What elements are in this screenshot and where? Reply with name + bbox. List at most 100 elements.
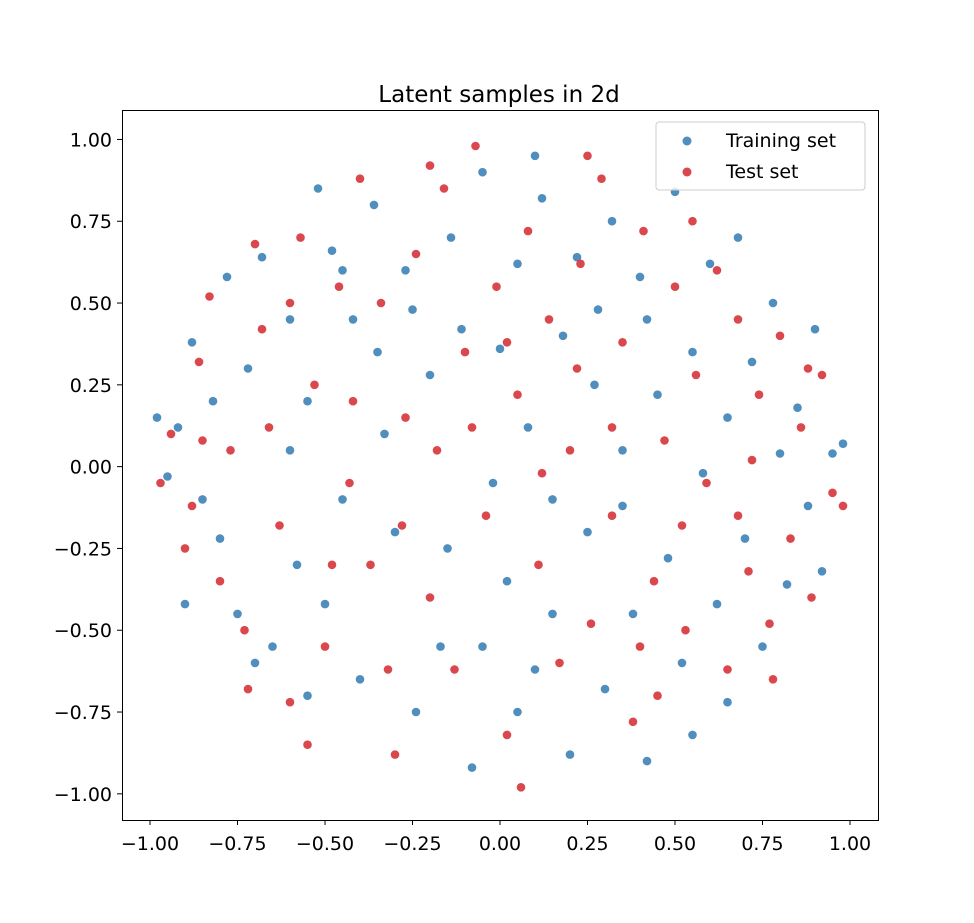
training-point bbox=[688, 730, 697, 740]
x-tick-label: −0.25 bbox=[383, 833, 441, 855]
test-point bbox=[310, 380, 319, 390]
training-point bbox=[303, 396, 312, 406]
training-point bbox=[488, 478, 498, 488]
training-point bbox=[607, 216, 617, 226]
training-point bbox=[530, 151, 540, 161]
legend-box bbox=[655, 121, 866, 191]
training-point bbox=[467, 763, 477, 772]
test-point bbox=[807, 593, 816, 602]
test-point bbox=[534, 560, 543, 570]
training-point bbox=[478, 167, 487, 177]
training-point bbox=[733, 233, 743, 242]
test-point bbox=[544, 315, 554, 324]
training-point bbox=[285, 315, 295, 324]
test-point bbox=[649, 576, 659, 586]
test-point bbox=[285, 697, 295, 707]
training-point bbox=[828, 449, 837, 458]
test-point bbox=[481, 511, 491, 520]
test-point bbox=[635, 642, 645, 651]
plot-frame bbox=[122, 110, 879, 821]
test-point bbox=[264, 423, 274, 432]
test-point bbox=[439, 184, 449, 193]
test-point bbox=[180, 544, 190, 553]
training-point bbox=[355, 675, 365, 684]
y-tick-label: 0.00 bbox=[70, 457, 112, 479]
training-point bbox=[243, 364, 253, 373]
test-point bbox=[296, 233, 305, 242]
test-point bbox=[838, 501, 848, 511]
test-point bbox=[586, 619, 596, 628]
training-point bbox=[495, 344, 505, 354]
training-point bbox=[292, 560, 302, 570]
test-point bbox=[390, 750, 400, 759]
y-tick-label: −1.00 bbox=[54, 784, 112, 806]
training-point bbox=[457, 324, 466, 334]
test-point bbox=[411, 249, 421, 259]
test-point bbox=[607, 423, 617, 432]
test-point bbox=[198, 436, 207, 445]
test-point bbox=[628, 717, 638, 727]
training-point bbox=[222, 272, 232, 282]
x-tick-label: 0.00 bbox=[479, 833, 521, 855]
legend-marker-test bbox=[682, 167, 692, 177]
test-point bbox=[817, 370, 827, 380]
test-point bbox=[803, 364, 813, 373]
test-point bbox=[768, 675, 778, 684]
training-point bbox=[618, 501, 627, 511]
training-point bbox=[747, 357, 757, 367]
test-point bbox=[492, 282, 501, 292]
y-tick-label: 0.50 bbox=[70, 293, 112, 315]
test-point bbox=[653, 691, 662, 700]
test-point bbox=[786, 534, 795, 543]
training-point bbox=[572, 252, 582, 262]
training-point bbox=[208, 396, 218, 406]
training-point bbox=[163, 472, 172, 481]
test-point bbox=[450, 665, 459, 674]
training-point bbox=[782, 580, 792, 589]
y-tick-label: 0.25 bbox=[70, 375, 112, 397]
training-point bbox=[590, 380, 599, 390]
test-point bbox=[355, 174, 365, 183]
test-point bbox=[639, 226, 648, 236]
test-point bbox=[471, 141, 480, 151]
training-point bbox=[373, 347, 382, 357]
test-point bbox=[723, 665, 732, 674]
legend-label-training: Training set bbox=[725, 130, 836, 152]
test-point bbox=[733, 511, 743, 520]
training-point bbox=[688, 347, 697, 357]
legend: Training set Test set bbox=[655, 121, 866, 191]
test-point bbox=[401, 413, 410, 422]
chart-title: Latent samples in 2d bbox=[378, 82, 619, 108]
test-point bbox=[187, 501, 197, 511]
legend-label-test: Test set bbox=[725, 161, 799, 183]
training-point bbox=[401, 266, 410, 275]
test-point bbox=[467, 423, 477, 432]
training-point bbox=[677, 658, 687, 668]
training-point bbox=[250, 658, 260, 668]
training-point bbox=[215, 534, 225, 543]
training-point bbox=[723, 697, 732, 707]
test-point bbox=[285, 298, 295, 308]
training-point bbox=[663, 553, 673, 563]
training-point bbox=[530, 665, 540, 674]
test-point bbox=[618, 338, 627, 347]
training-point bbox=[233, 609, 242, 619]
training-point bbox=[793, 403, 802, 413]
test-point bbox=[565, 446, 575, 455]
test-point bbox=[744, 567, 753, 576]
training-point bbox=[548, 495, 557, 504]
test-point bbox=[334, 282, 344, 292]
test-point bbox=[796, 423, 806, 432]
test-point bbox=[607, 511, 617, 520]
y-tick-label: 1.00 bbox=[70, 129, 112, 151]
training-point bbox=[268, 642, 277, 651]
test-point bbox=[702, 478, 711, 488]
test-point bbox=[348, 396, 358, 406]
training-point bbox=[478, 642, 487, 651]
x-tick-label: −1.00 bbox=[121, 833, 179, 855]
x-axis: −1.00 −0.75 −0.50 −0.25 0.00 0.25 0.50 0.75 1.00 bbox=[121, 820, 871, 855]
test-point bbox=[583, 151, 592, 161]
test-point bbox=[425, 593, 435, 602]
test-point bbox=[383, 665, 393, 674]
test-point bbox=[215, 576, 225, 586]
